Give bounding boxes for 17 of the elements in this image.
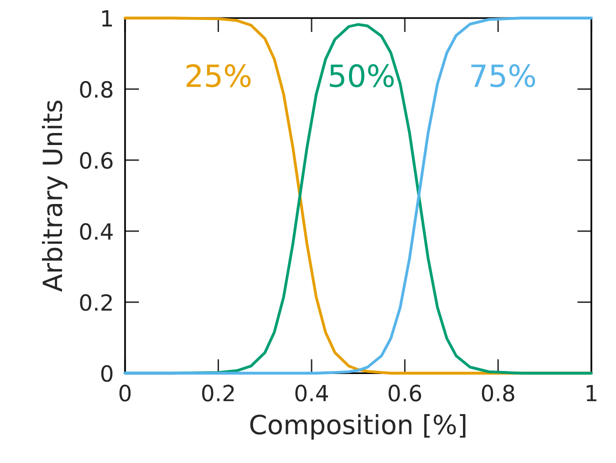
y-tick-label: 0.4 xyxy=(80,223,113,240)
x-tick-label: 0.8 xyxy=(482,384,514,402)
x-tick-label: 0.2 xyxy=(202,384,234,402)
y-tick-label: 0 xyxy=(101,365,112,382)
series-label: 75% xyxy=(471,64,536,88)
y-tick-label: 0.2 xyxy=(80,294,112,311)
series-label: 50% xyxy=(330,64,394,88)
y-tick-label: 0.8 xyxy=(80,81,112,98)
y-tick-label: 1 xyxy=(102,10,112,26)
x-tick-label: 0.4 xyxy=(295,384,328,402)
x-tick-label: 1 xyxy=(586,384,596,402)
y-tick-label: 0.6 xyxy=(80,152,113,169)
x-axis-title: Composition [%] xyxy=(250,414,466,440)
x-tick-label: 0.6 xyxy=(388,384,422,402)
series-label: 25% xyxy=(186,64,251,88)
y-axis-title: Arbitrary Units xyxy=(42,100,68,292)
x-tick-label: 0 xyxy=(119,384,131,402)
